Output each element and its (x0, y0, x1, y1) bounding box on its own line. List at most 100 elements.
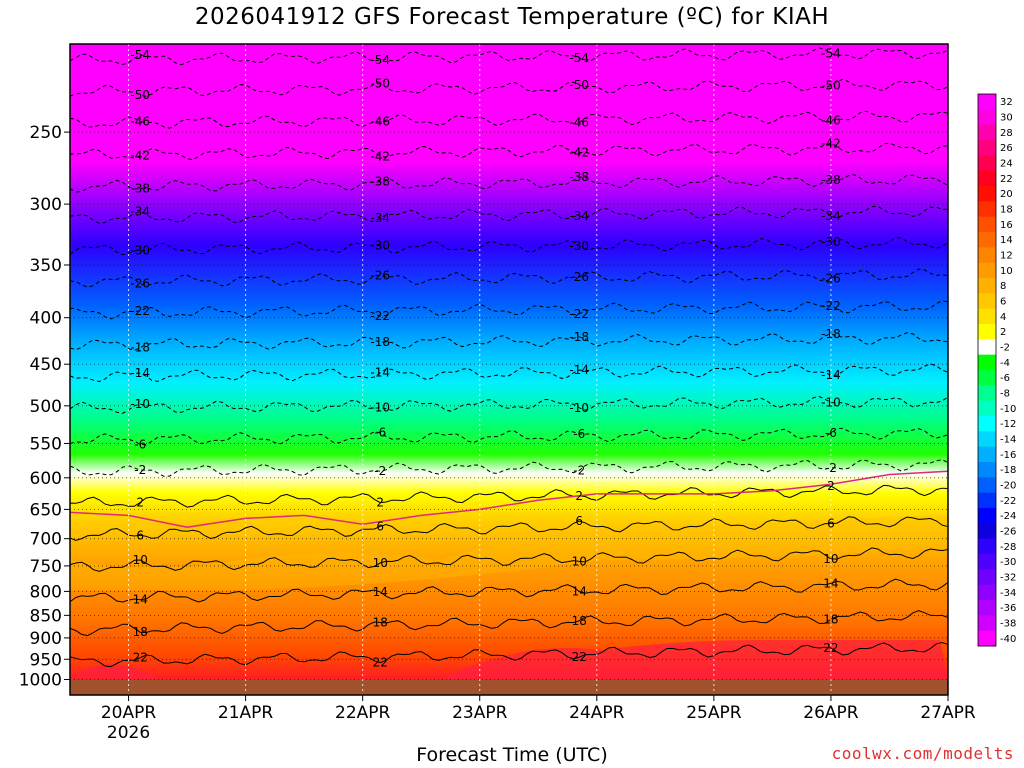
contour-label: -30 (569, 239, 589, 253)
colorbar-tick-label: -18 (1000, 465, 1016, 476)
colorbar-swatch (978, 354, 996, 371)
colorbar-tick-label: -8 (1000, 389, 1010, 400)
colorbar-tick-label: -16 (1000, 450, 1016, 461)
contour-line (70, 395, 948, 414)
contour-label: -38 (821, 173, 841, 187)
contour-label: -46 (821, 114, 841, 128)
contour-label: -22 (821, 299, 841, 313)
colorbar-tick-label: 2 (1000, 327, 1006, 338)
contour-label: -50 (370, 77, 390, 91)
y-tick-label: 750 (30, 557, 62, 577)
x-tick-label: 23APR (452, 703, 508, 723)
contour-label: -6 (573, 427, 585, 441)
contour-line (70, 459, 948, 477)
colorbar: 32 30 28 26 24 22 20 18 16 14 12 10 8 6 4 2 -2 -4 -6 -8 -10 -… (977, 93, 1016, 647)
colorbar-swatch (978, 615, 996, 632)
contour-label: -10 (130, 397, 150, 411)
colorbar-tick-label: 20 (1000, 189, 1013, 200)
x-tick-label: 21APR (218, 703, 274, 723)
colorbar-swatch (978, 186, 996, 202)
y-tick-label: 550 (30, 434, 62, 454)
contour-line (70, 268, 948, 288)
colorbar-swatch (978, 216, 996, 233)
colorbar-swatch (978, 140, 996, 156)
contour-label: -26 (370, 268, 390, 282)
contour-label: 6 (575, 514, 583, 528)
contour-label: -6 (374, 426, 386, 440)
colorbar-swatch (978, 201, 996, 218)
colorbar-tick-label: 32 (1000, 97, 1013, 108)
colorbar-tick-label: -32 (1000, 573, 1016, 584)
x-year-label: 2026 (107, 723, 150, 743)
contour-label: -14 (370, 366, 390, 380)
contour-line (70, 516, 948, 541)
contour-line (70, 641, 948, 668)
contour-label: -26 (569, 270, 589, 284)
colorbar-tick-label: -10 (1000, 404, 1016, 415)
colorbar-tick-label: -24 (1000, 511, 1016, 522)
credit-text: coolwx.com/modelts (831, 744, 1014, 763)
colorbar-tick-label: -38 (1000, 619, 1016, 630)
x-tick-label: 22APR (335, 703, 391, 723)
y-tick-label: 500 (30, 397, 62, 417)
contour-label: 2 (575, 489, 583, 503)
y-tick-label: 1000 (19, 671, 62, 691)
contour-line (70, 237, 948, 256)
colorbar-swatch (978, 155, 996, 172)
contour-label: 6 (827, 517, 835, 531)
contour-labels: -54 -54 -54 -54 -50 -50 -50 -50 -46 -46 -46 -46 -42 -… (130, 47, 840, 670)
colorbar-tick-label: 22 (1000, 174, 1013, 185)
contour-label: -54 (370, 53, 390, 67)
colorbar-tick-label: 8 (1000, 281, 1006, 292)
contour-label: -22 (569, 307, 589, 321)
contour-label: 2 (827, 479, 835, 493)
colorbar-tick-label: 24 (1000, 159, 1013, 170)
colorbar-tick-label: -26 (1000, 527, 1016, 538)
contour-line (70, 610, 948, 637)
contour-label: -42 (569, 146, 589, 160)
contour-label: -50 (821, 79, 841, 93)
contour-label: -34 (569, 209, 589, 223)
contour-line (70, 484, 948, 508)
contour-label: -30 (130, 244, 150, 258)
contour-label: -46 (370, 115, 390, 129)
plot-frame (69, 43, 949, 696)
contour-label: -54 (569, 51, 589, 65)
contour-line (70, 205, 948, 224)
colorbar-tick-label: -28 (1000, 542, 1016, 553)
contour-label: -2 (825, 461, 837, 475)
contour-label: -14 (569, 363, 589, 377)
colorbar-swatch (978, 584, 996, 601)
colorbar-frame (977, 93, 997, 647)
contour-label: 14 (133, 593, 148, 607)
contour-label: 14 (373, 585, 388, 599)
contour-label: -26 (821, 271, 841, 285)
contour-label: -14 (130, 366, 150, 380)
colorbar-tick-label: -6 (1000, 373, 1010, 384)
contour-label: -50 (130, 88, 150, 102)
contour-line (70, 427, 948, 446)
contour-line (70, 110, 948, 129)
y-tick-label: 700 (30, 530, 62, 550)
colorbar-tick-label: -22 (1000, 496, 1016, 507)
contour-label: -38 (130, 181, 150, 195)
colorbar-swatch (978, 247, 996, 264)
x-tick-label: 20APR (101, 703, 157, 723)
y-tick-label: 600 (30, 469, 62, 489)
colorbar-swatch (978, 569, 996, 586)
y-tick-label: 850 (30, 606, 62, 626)
contour-label: -42 (370, 149, 390, 163)
contour-label: 22 (373, 656, 388, 670)
colorbar-tick-label: -4 (1000, 358, 1010, 369)
y-tick-label: 400 (30, 309, 62, 329)
colorbar-swatch (978, 324, 996, 340)
contour-label: -18 (370, 335, 390, 349)
x-tick-label: 26APR (803, 703, 859, 723)
y-tick-label: 350 (30, 256, 62, 276)
colorbar-swatch (978, 554, 996, 570)
colorbar-swatch (978, 630, 996, 647)
contour-label: -46 (569, 116, 589, 130)
contour-label: 18 (572, 614, 587, 628)
colorbar-swatch (978, 293, 996, 310)
